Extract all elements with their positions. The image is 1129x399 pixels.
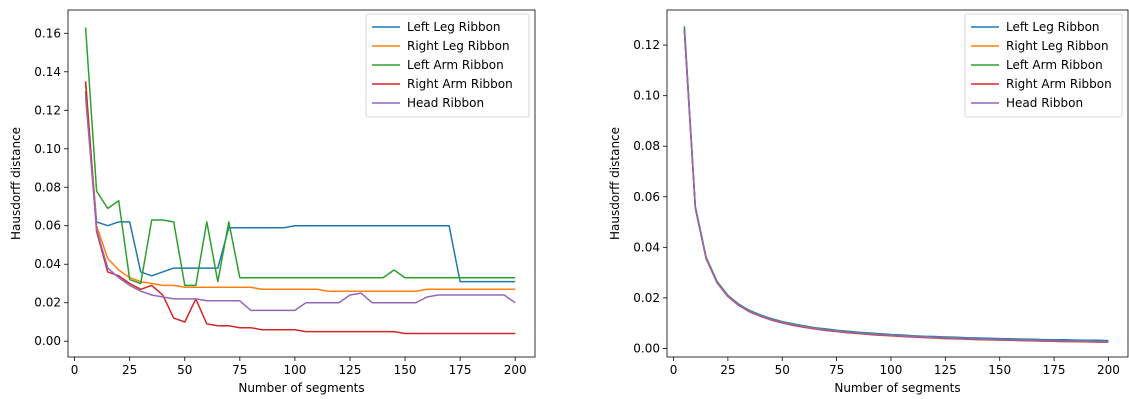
chart-panel-1: 0 25 50 75 100 125 150 175 200 0.00 0.02 0.04 0.06 0.…	[9, 9, 536, 395]
y-tick-label: 0.08	[633, 139, 660, 153]
legend-label: Head Ribbon	[407, 96, 484, 110]
y-tick-label: 0.00	[633, 341, 660, 355]
y-tick-label: 0.12	[34, 103, 61, 117]
x-tick-label: 175	[449, 363, 472, 377]
y-tick-label: 0.08	[34, 180, 61, 194]
plot-frame	[666, 9, 1129, 358]
legend-label: Left Leg Ribbon	[407, 20, 501, 34]
y-tick-label: 0.14	[34, 65, 61, 79]
legend-label: Left Leg Ribbon	[1006, 20, 1100, 34]
y-tick-label: 0.10	[633, 89, 660, 103]
y-tick-label: 0.02	[34, 296, 61, 310]
x-tick-label: 50	[775, 363, 790, 377]
x-tick-label: 25	[720, 363, 735, 377]
y-tick-label: 0.06	[633, 190, 660, 204]
y-axis-label: Hausdorff distance	[9, 127, 23, 240]
x-tick-label: 150	[394, 363, 417, 377]
legend-label: Left Arm Ribbon	[407, 58, 504, 72]
legend-label: Left Arm Ribbon	[1006, 58, 1103, 72]
legend-label: Right Arm Ribbon	[407, 77, 513, 91]
x-tick-label: 200	[504, 363, 527, 377]
x-tick-label: 75	[829, 363, 844, 377]
y-tick-label: 0.10	[34, 142, 61, 156]
x-tick-label: 100	[880, 363, 903, 377]
plot-frame	[67, 9, 536, 358]
legend-label: Head Ribbon	[1006, 96, 1083, 110]
y-tick-label: 0.06	[34, 219, 61, 233]
x-tick-label: 0	[670, 363, 678, 377]
x-axis-label: Number of segments	[238, 381, 364, 395]
x-tick-label: 0	[71, 363, 79, 377]
chart-panel-2: 0 25 50 75 100 125 150 175 200 0.00 0.02 0.04 0.06 0.…	[608, 9, 1129, 395]
y-tick-label: 0.00	[34, 334, 61, 348]
y-axis-label: Hausdorff distance	[608, 127, 622, 240]
x-tick-label: 75	[232, 363, 247, 377]
y-tick-label: 0.16	[34, 26, 61, 40]
legend: Left Leg Ribbon Right Leg Ribbon Left Arm …	[964, 13, 1123, 118]
y-tick-label: 0.04	[34, 257, 61, 271]
x-tick-label: 175	[1043, 363, 1066, 377]
x-axis-label: Number of segments	[834, 381, 960, 395]
x-tick-label: 150	[988, 363, 1011, 377]
series-line-left-leg-ribbon	[84, 90, 516, 283]
x-tick-label: 25	[122, 363, 137, 377]
series-line-left-arm-ribbon	[84, 27, 516, 287]
series-line-head-ribbon	[683, 29, 1109, 343]
x-tick-label: 100	[283, 363, 306, 377]
x-tick-label: 50	[177, 363, 192, 377]
legend-label: Right Leg Ribbon	[407, 39, 510, 53]
x-tick-label: 200	[1097, 363, 1120, 377]
series-line-head-ribbon	[84, 96, 516, 312]
x-tick-label: 125	[934, 363, 957, 377]
series-line-right-arm-ribbon	[84, 81, 516, 335]
y-tick-label: 0.02	[633, 291, 660, 305]
legend-label: Right Leg Ribbon	[1006, 39, 1109, 53]
legend-label: Right Arm Ribbon	[1006, 77, 1112, 91]
legend-box	[964, 13, 1123, 118]
y-tick-label: 0.12	[633, 38, 660, 52]
y-tick-label: 0.04	[633, 240, 660, 254]
legend: Left Leg Ribbon Right Leg Ribbon Left Arm …	[365, 13, 530, 118]
x-tick-label: 125	[339, 363, 362, 377]
legend-box	[365, 13, 530, 118]
series-line-right-leg-ribbon	[84, 81, 516, 292]
